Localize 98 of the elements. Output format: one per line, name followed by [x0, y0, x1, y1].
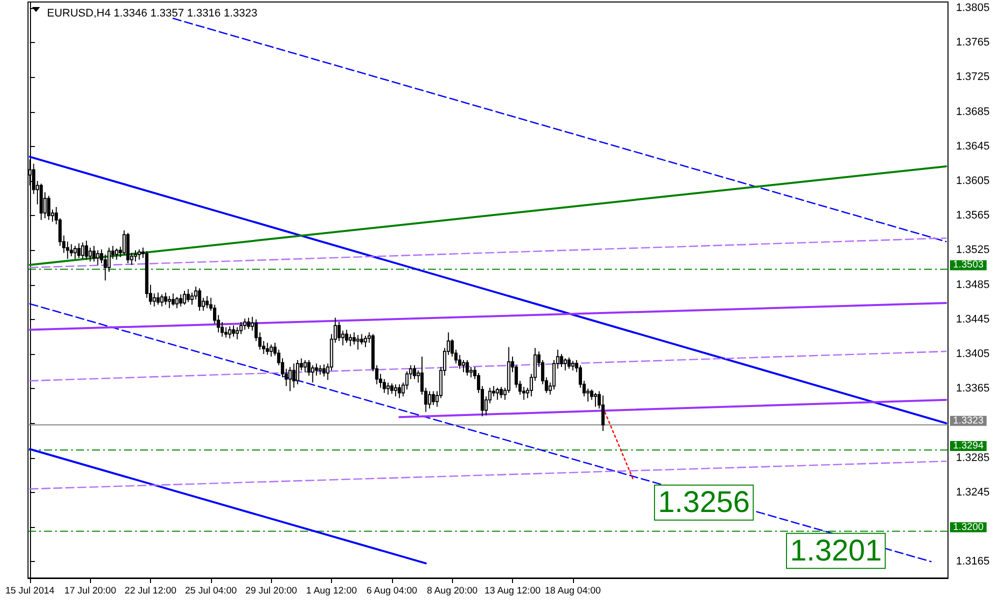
candlestick — [266, 342, 270, 356]
candlestick — [356, 334, 360, 350]
y-tick-label: 1.3285 — [956, 452, 990, 464]
candlestick — [92, 245, 96, 262]
candlestick — [164, 292, 168, 306]
ref-line-label: 1.3294 — [953, 440, 984, 452]
candlestick — [175, 296, 179, 309]
y-tick-label: 1.3365 — [956, 382, 990, 395]
candlestick — [296, 360, 300, 385]
candlestick — [47, 195, 50, 220]
x-tick-label: 6 Aug 04:00 — [366, 586, 418, 596]
candlestick — [311, 364, 314, 384]
candlestick — [156, 292, 160, 306]
candlestick — [318, 364, 322, 376]
candlestick — [77, 242, 81, 258]
candlestick — [114, 248, 118, 260]
x-tick-label: 13 Aug 12:00 — [484, 586, 541, 596]
candlestick — [96, 250, 100, 266]
candlestick — [469, 366, 473, 378]
candlestick — [322, 364, 326, 377]
x-tick-label: 29 Jul 20:00 — [245, 586, 298, 596]
candlestick — [394, 384, 398, 397]
candlestick — [228, 326, 232, 339]
candlestick — [190, 292, 194, 306]
ref-line-label: 1.3503 — [953, 260, 984, 271]
candlestick — [571, 360, 574, 371]
y-tick-label: 1.3405 — [956, 348, 990, 360]
candlestick — [152, 292, 156, 307]
annotation: 1.3201 — [790, 534, 882, 568]
candlestick — [428, 390, 432, 409]
text: EURUSD,H4 1.3346 1.3357 1.3316 1.3323 — [47, 8, 258, 20]
candlestick — [198, 288, 202, 312]
y-tick-label: 1.3445 — [956, 313, 990, 326]
candlestick — [364, 335, 368, 348]
candlestick — [288, 366, 292, 392]
candlestick — [205, 296, 209, 309]
candlestick — [601, 395, 605, 432]
candlestick — [160, 294, 164, 307]
candlestick — [398, 384, 402, 399]
y-tick-label: 1.3485 — [956, 278, 990, 291]
y-tick-label: 1.3725 — [956, 71, 990, 84]
candlestick — [246, 317, 250, 330]
candlestick — [270, 344, 273, 358]
annotation: 1.3256 — [658, 486, 750, 520]
candlestick — [496, 387, 500, 400]
candlestick — [314, 363, 318, 376]
candlestick — [70, 244, 73, 257]
candlestick — [552, 360, 556, 390]
candlestick — [100, 248, 104, 264]
candlestick — [81, 242, 84, 260]
x-tick-label: 1 Aug 12:00 — [306, 586, 357, 596]
candlestick — [84, 240, 88, 260]
candlestick — [492, 386, 496, 397]
candlestick — [172, 292, 175, 306]
candlestick — [304, 360, 307, 373]
x-tick-label: 17 Jul 20:00 — [64, 586, 116, 596]
x-tick-label: 25 Jul 04:00 — [184, 586, 237, 596]
y-tick-label: 1.3565 — [956, 210, 990, 222]
y-tick-label: 1.3685 — [956, 106, 990, 118]
y-tick-label: 1.3525 — [956, 244, 990, 256]
y-tick-label: 1.3805 — [956, 2, 990, 14]
candlestick — [386, 382, 390, 396]
candlestick — [500, 386, 503, 399]
candlestick — [337, 322, 341, 342]
candlestick — [182, 290, 186, 306]
candlestick — [243, 318, 246, 330]
candlestick — [134, 250, 138, 262]
candlestick — [564, 358, 567, 371]
candlestick — [560, 354, 564, 368]
candlestick — [168, 296, 172, 309]
x-tick-label: 8 Aug 20:00 — [426, 586, 478, 596]
x-tick-label: 22 Jul 12:00 — [124, 586, 176, 596]
y-tick-label: 1.3165 — [956, 556, 990, 568]
candlestick — [186, 288, 190, 303]
y-tick-label: 1.3645 — [956, 140, 990, 152]
candlestick — [432, 390, 435, 406]
y-tick-label: 1.3765 — [956, 36, 990, 49]
candlestick — [586, 388, 590, 402]
ref-line-label: 1.3323 — [953, 415, 984, 426]
candlestick — [292, 363, 296, 388]
candlestick — [594, 392, 598, 408]
x-tick-label: 15 Jul 2014 — [5, 586, 54, 596]
candlestick — [466, 360, 469, 376]
candlestick — [138, 248, 141, 260]
candlestick — [344, 329, 348, 344]
candlestick — [567, 356, 571, 370]
candlestick — [224, 326, 228, 338]
candlestick — [390, 382, 394, 394]
candlestick — [179, 294, 182, 307]
y-tick-label: 1.3245 — [956, 486, 990, 498]
candlestick — [88, 247, 92, 262]
candlestick — [462, 360, 466, 373]
ref-line-label: 1.3200 — [953, 522, 984, 533]
candlestick — [412, 364, 416, 380]
candlestick — [74, 245, 77, 260]
x-tick-label: 18 Aug 04:00 — [544, 586, 601, 596]
candlestick — [348, 334, 352, 347]
y-tick-label: 1.3605 — [956, 175, 990, 188]
